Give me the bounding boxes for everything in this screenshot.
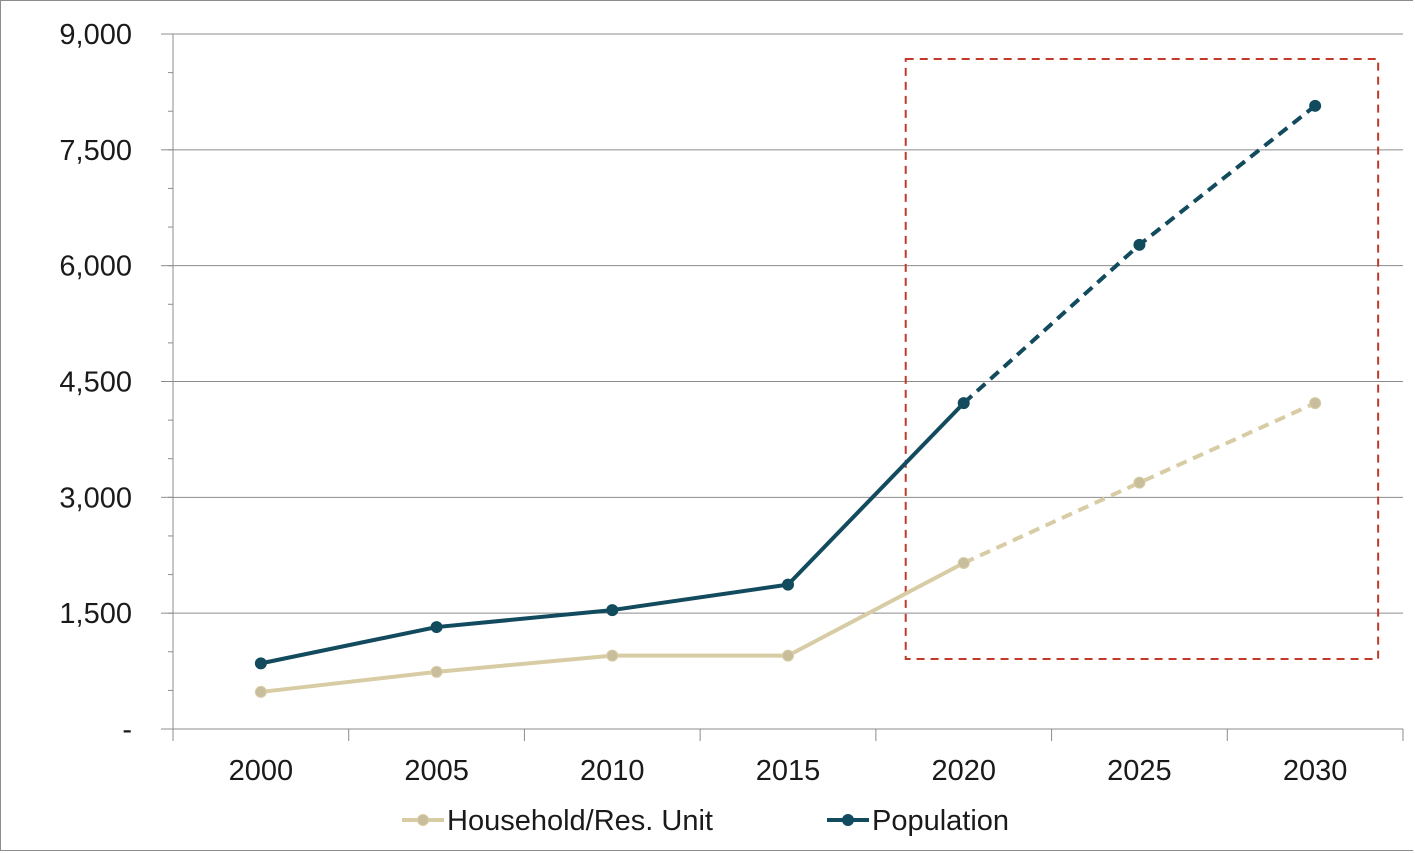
legend-label: Household/Res. Unit	[447, 805, 713, 837]
series-line-projected	[962, 104, 1317, 405]
projection-box	[904, 58, 1380, 660]
x-tick-label: 2000	[229, 755, 294, 787]
data-point	[782, 578, 794, 591]
axes: - 1,500 3,000 4,500 6,000 7,500 9,000 2000 2005 2…	[59, 19, 1404, 787]
data-point	[1309, 99, 1322, 112]
y-tick-label: 4,500	[59, 367, 132, 399]
y-tick-label: -	[122, 714, 132, 746]
projection-highlight-box	[904, 58, 1380, 660]
data-point	[1133, 476, 1146, 489]
data-point	[430, 665, 443, 678]
x-tick-label: 2010	[580, 755, 645, 787]
series	[254, 99, 1322, 698]
y-tick-label: 9,000	[59, 19, 132, 51]
series-line-projected	[962, 401, 1316, 565]
x-tick-label: 2030	[1283, 755, 1348, 787]
data-point	[606, 649, 619, 662]
legend-marker	[842, 814, 854, 826]
data-point	[606, 604, 619, 617]
x-tick-label: 2015	[756, 755, 821, 787]
x-tick-label: 2005	[404, 755, 469, 787]
data-point	[430, 621, 443, 634]
y-tick-label: 1,500	[59, 598, 132, 630]
data-point	[254, 685, 267, 698]
legend: Household/Res. Unit Population	[402, 805, 1009, 837]
data-point	[957, 397, 970, 410]
y-tick-label: 7,500	[59, 135, 132, 167]
y-tick-label: 3,000	[59, 482, 132, 514]
data-point	[957, 556, 970, 569]
legend-label: Population	[872, 805, 1009, 837]
legend-marker	[417, 814, 429, 826]
series-line-actual	[260, 401, 966, 666]
gridlines	[173, 33, 1403, 614]
x-tick-label: 2025	[1107, 755, 1172, 787]
series-line-actual	[260, 561, 965, 694]
x-tick-label: 2020	[931, 755, 996, 787]
data-point	[782, 649, 794, 662]
data-point	[254, 657, 267, 670]
y-tick-label: 6,000	[59, 251, 132, 283]
data-point	[1133, 238, 1146, 251]
data-point	[1309, 397, 1322, 410]
